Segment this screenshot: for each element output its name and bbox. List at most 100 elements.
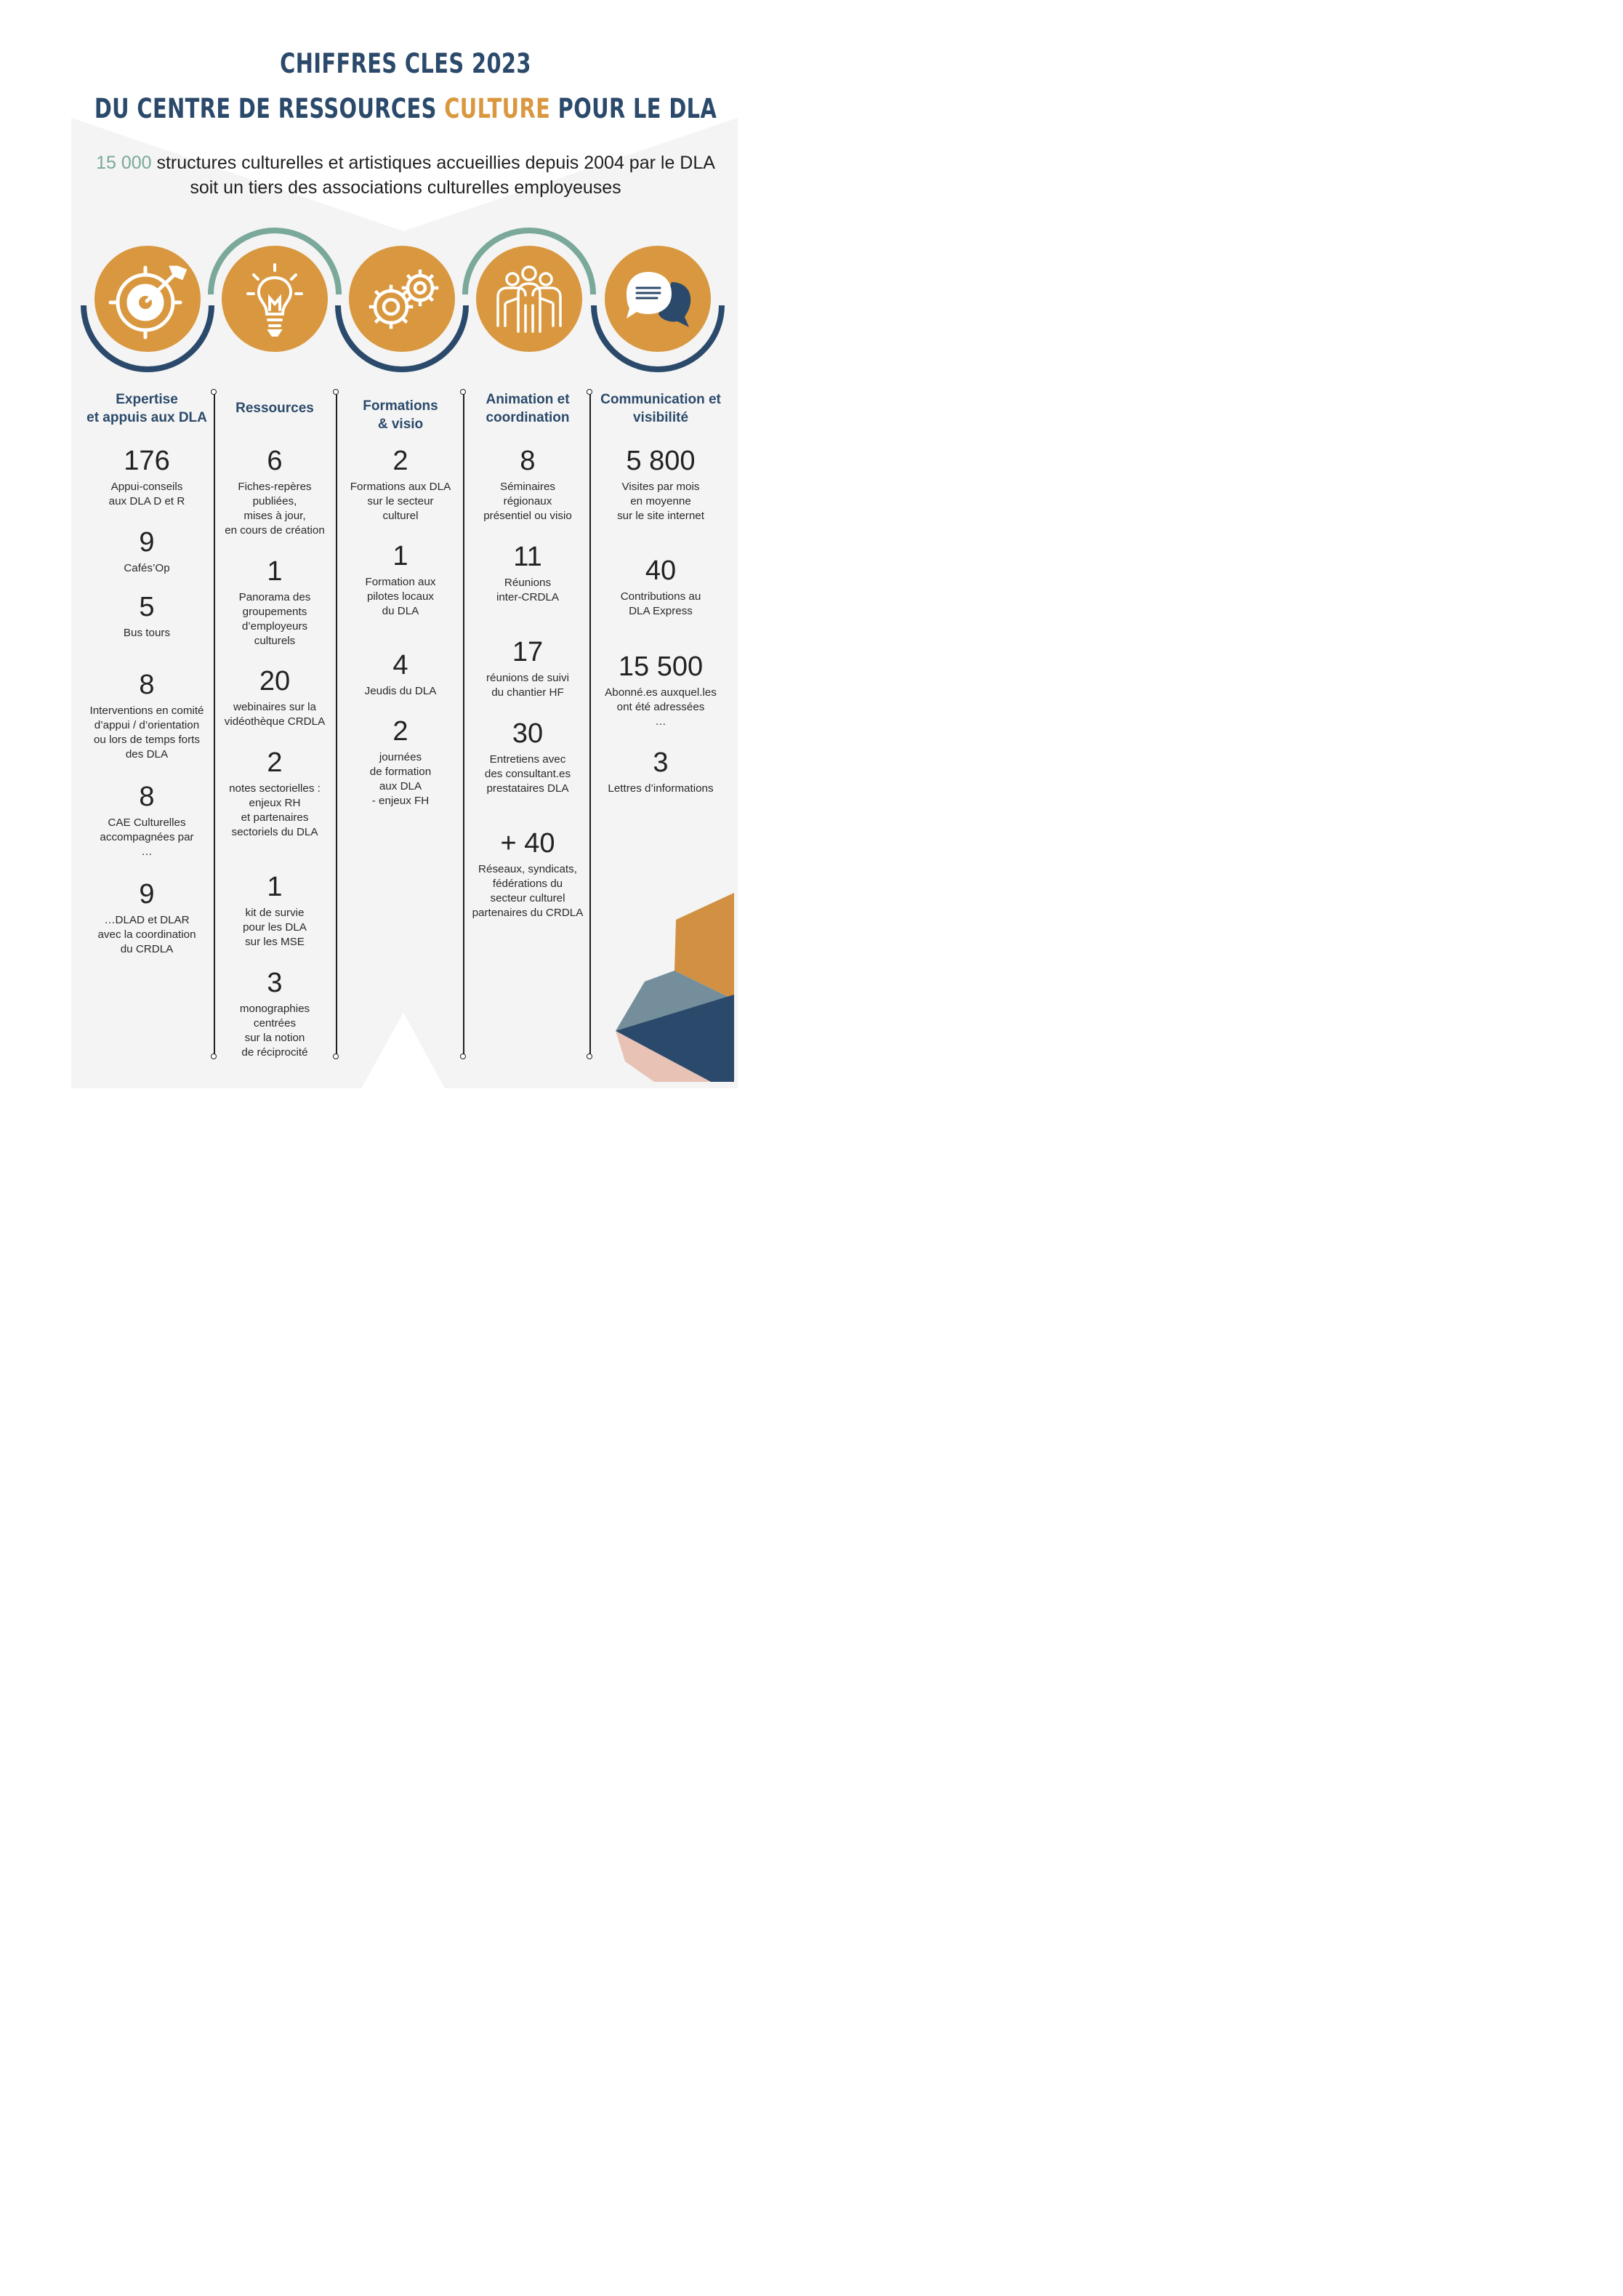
intro-line2: soit un tiers des associations culturell…: [190, 177, 621, 198]
lightbulb-icon-circle: [222, 246, 328, 352]
page-title: CHIFFRES CLES 2023: [280, 48, 531, 79]
intro-line1: structures culturelles et artistiques ac…: [151, 153, 715, 173]
column-formations: Formations & visio 2 Formations aux DLA s…: [339, 0, 462, 1148]
stat-number: 9: [139, 879, 155, 910]
arc-bottom-3: [335, 305, 469, 372]
stat-item: 5 Bus tours: [80, 591, 214, 641]
subtitle-part-a: DU CENTRE DE RESSOURCES: [94, 93, 445, 124]
stat-number: 5: [139, 592, 155, 622]
column-title: Animation et coordination: [486, 392, 570, 425]
stat-label: …DLAD et DLAR avec la coordination du CR…: [97, 914, 196, 955]
stat-item: 9 …DLAD et DLAR avec la coordination du C…: [80, 878, 214, 957]
stat-label: Séminaires régionaux présentiel ou visio: [483, 481, 572, 522]
separator-dot-bottom-2: [333, 1053, 339, 1059]
stat-item: 20 webinaires sur la vidéothèque CRDLA: [215, 665, 334, 729]
stat-number: + 40: [500, 828, 555, 859]
intro-number: 15 000: [96, 153, 152, 173]
stat-item: 8 Interventions en comité d’appui / d’ori…: [80, 669, 214, 762]
deco-orange-shape: [674, 893, 734, 1000]
separator-line-3: [463, 393, 464, 1057]
page-subtitle: DU CENTRE DE RESSOURCES CULTURE POUR LE …: [89, 93, 722, 124]
stat-number: 40: [645, 555, 677, 586]
arc-bottom-5: [591, 305, 725, 372]
intro-text: 15 000 structures culturelles et artisti…: [0, 150, 811, 200]
stat-number: 5 800: [626, 446, 696, 476]
stat-item: 2 Formations aux DLA sur le secteur cultu…: [339, 445, 462, 523]
stat-label: Interventions en comité d’appui / d’orie…: [89, 705, 204, 760]
stat-item: 40 Contributions au DLA Express: [592, 555, 729, 619]
arc-top-2: [208, 228, 342, 295]
stat-label: notes sectorielles : enjeux RH et parten…: [229, 782, 321, 838]
arc-top-4: [462, 228, 596, 295]
column-animation: Animation et coordination 8 Séminaires ré…: [466, 0, 589, 1148]
stat-item: 17 réunions de suivi du chantier HF: [466, 636, 589, 700]
stat-label: Panorama des groupements d’employeurs cu…: [238, 591, 311, 647]
stat-label: CAE Culturelles accompagnées par …: [100, 816, 194, 858]
people-icon-circle: [476, 246, 582, 352]
stat-number: 20: [259, 666, 291, 697]
stat-item: 8 CAE Culturelles accompagnées par …: [80, 781, 214, 859]
stat-item: 9 Cafés’Op: [80, 526, 214, 576]
stat-label: Cafés’Op: [124, 562, 170, 574]
people-icon: [496, 265, 562, 333]
stat-label: Appui-conseils aux DLA D et R: [108, 481, 185, 507]
separator-dot-top-3: [460, 389, 466, 395]
stat-number: 3: [653, 747, 669, 778]
arc-bottom-1: [81, 305, 214, 372]
deco-pink-shape: [616, 1031, 711, 1082]
stat-number: 2: [392, 446, 408, 476]
stat-item: + 40 Réseaux, syndicats, fédérations du s…: [466, 827, 589, 920]
subtitle-highlight: CULTURE: [444, 93, 551, 124]
separator-dot-top-4: [587, 389, 592, 395]
separator-dot-bottom-1: [211, 1053, 217, 1059]
stat-label: Réunions inter-CRDLA: [496, 577, 560, 603]
column-title: Ressources: [235, 401, 314, 416]
stat-label: Bus tours: [123, 627, 171, 639]
stat-item: 6 Fiches-repères publiées, mises à jour, …: [215, 445, 334, 538]
stat-label: Fiches-repères publiées, mises à jour, e…: [225, 481, 325, 537]
stat-item: 11 Réunions inter-CRDLA: [466, 541, 589, 605]
stat-number: 2: [392, 716, 408, 747]
separator-dot-top-1: [211, 389, 217, 395]
stat-label: Entretiens avec des consultant.es presta…: [484, 753, 571, 795]
stat-item: 5 800 Visites par mois en moyenne sur le …: [592, 445, 729, 523]
stat-item: 2 journées de formation aux DLA - enjeux …: [339, 715, 462, 808]
stat-number: 6: [267, 446, 283, 476]
separator-dot-bottom-4: [587, 1053, 592, 1059]
stat-number: 2: [267, 747, 283, 778]
stat-label: journées de formation aux DLA - enjeux F…: [369, 751, 432, 807]
stat-label: Lettres d’informations: [608, 782, 714, 795]
lightbulb-icon: [246, 263, 303, 337]
column-expertise: Expertise et appuis aux DLA 176 Appui-con…: [80, 0, 214, 1148]
stat-item: 15 500 Abonné.es auxquel.les ont été adre…: [592, 651, 729, 729]
stat-label: réunions de suivi du chantier HF: [486, 672, 569, 699]
column-title: Formations & visio: [363, 398, 438, 432]
column-title: Communication et visibilité: [600, 392, 721, 425]
separator-line-1: [214, 393, 215, 1057]
chat-bubbles-icon-circle: [605, 246, 711, 352]
stat-number: 9: [139, 527, 155, 558]
stat-label: Contributions au DLA Express: [620, 590, 701, 617]
separator-dot-top-2: [333, 389, 339, 395]
stat-label: Formations aux DLA sur le secteur cultur…: [350, 481, 451, 522]
column-title: Expertise et appuis aux DLA: [86, 392, 207, 425]
stat-number: 176: [124, 446, 170, 476]
stat-item: 176 Appui-conseils aux DLA D et R: [80, 445, 214, 509]
stat-item: 3 monographies centrées sur la notion de …: [215, 967, 334, 1060]
stat-number: 15 500: [618, 651, 704, 682]
column-communication: Communication et visibilité 5 800 Visites…: [592, 0, 729, 1148]
stat-item: 2 notes sectorielles : enjeux RH et parte…: [215, 747, 334, 840]
target-icon: [108, 265, 188, 340]
stat-item: 1 Panorama des groupements d’employeurs c…: [215, 555, 334, 649]
stat-number: 8: [139, 670, 155, 700]
stat-label: webinaires sur la vidéothèque CRDLA: [224, 701, 326, 728]
stat-number: 17: [512, 637, 544, 667]
stat-label: kit de survie pour les DLA sur les MSE: [243, 907, 307, 948]
stat-number: 4: [392, 650, 408, 681]
stat-label: monographies centrées sur la notion de r…: [239, 1003, 310, 1059]
stat-number: 30: [512, 718, 544, 749]
stat-item: 1 Formation aux pilotes locaux du DLA: [339, 540, 462, 619]
chat-bubbles-icon: [627, 272, 691, 327]
stat-number: 1: [267, 872, 283, 902]
stat-label: Formation aux pilotes locaux du DLA: [365, 576, 436, 617]
